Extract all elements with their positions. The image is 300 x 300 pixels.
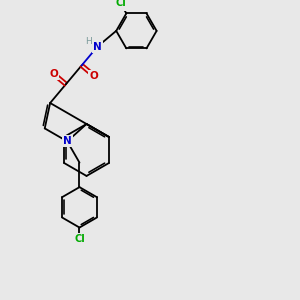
Text: N: N	[63, 136, 72, 146]
Text: Cl: Cl	[74, 234, 85, 244]
Text: Cl: Cl	[115, 0, 126, 8]
Text: O: O	[89, 70, 98, 81]
Text: O: O	[50, 69, 58, 79]
Text: N: N	[93, 42, 102, 52]
Text: H: H	[85, 37, 92, 46]
